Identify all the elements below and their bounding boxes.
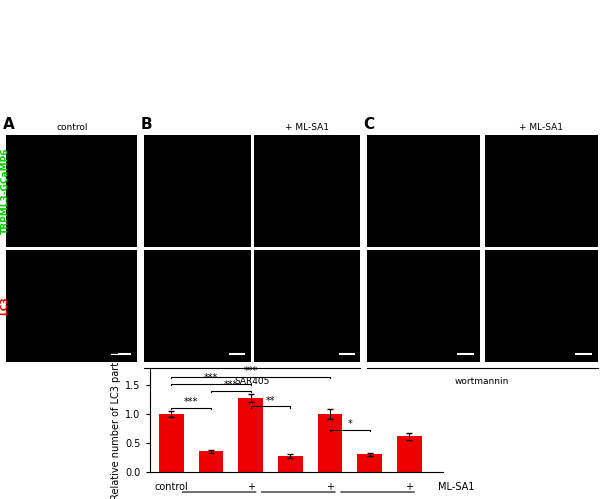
Text: C: C [364, 117, 375, 132]
Bar [357, 454, 382, 472]
Text: control: control [155, 482, 188, 492]
Text: ***: *** [224, 380, 238, 390]
Text: control: control [56, 123, 87, 133]
Text: SAR405: SAR405 [235, 377, 269, 386]
Text: **: ** [266, 396, 276, 406]
Text: +: + [405, 482, 413, 492]
Bar [199, 452, 224, 472]
Bar [318, 414, 342, 472]
Bar [278, 456, 302, 472]
Text: + ML-SA1: + ML-SA1 [519, 123, 563, 133]
Bar [238, 398, 263, 472]
Text: ***: *** [184, 398, 199, 408]
Text: ML-SA1: ML-SA1 [438, 482, 474, 492]
Text: *: * [348, 419, 352, 429]
Y-axis label: Relative number of LC3 particles: Relative number of LC3 particles [111, 340, 121, 499]
Text: B: B [141, 117, 152, 132]
Text: ***: *** [204, 373, 218, 383]
Text: D: D [52, 342, 65, 357]
Text: +: + [247, 482, 255, 492]
Text: ***: *** [244, 366, 258, 376]
Text: wortmannin: wortmannin [455, 377, 509, 386]
Text: + ML-SA1: + ML-SA1 [285, 123, 329, 133]
Text: +: + [326, 482, 334, 492]
Text: A: A [3, 117, 15, 132]
Bar [159, 414, 184, 472]
Text: LC3: LC3 [1, 296, 9, 315]
Text: TRPML3-GCaMP6: TRPML3-GCaMP6 [1, 148, 9, 235]
Bar [397, 437, 422, 472]
